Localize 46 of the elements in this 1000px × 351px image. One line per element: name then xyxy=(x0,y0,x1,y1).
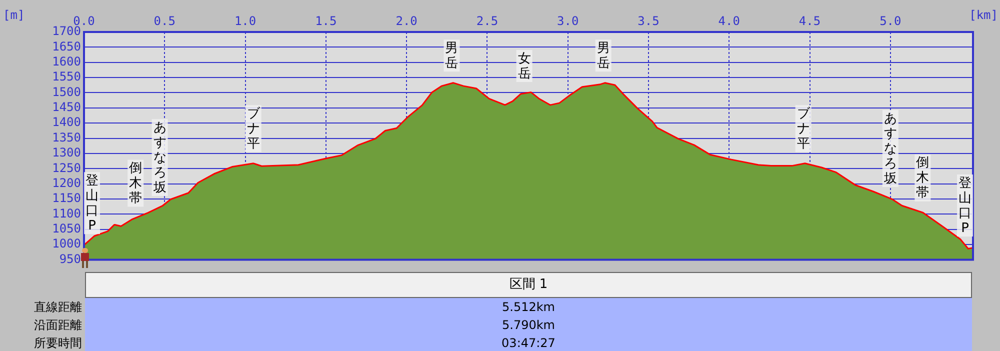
y-tick-label: 1100 xyxy=(52,206,81,220)
x-tick-label: 2.5 xyxy=(476,14,498,28)
y-tick-label: 1400 xyxy=(52,115,81,130)
annotation: 男岳 xyxy=(596,41,610,72)
annotation: あすなろ坂 xyxy=(152,120,166,196)
y-tick-label: 1700 xyxy=(52,24,81,38)
y-axis-title: [m] xyxy=(3,8,25,22)
annotation: あすなろ坂 xyxy=(882,111,897,186)
y-tick-label: 1200 xyxy=(52,176,81,190)
x-tick-label: 0.5 xyxy=(154,14,176,28)
annotation: ブナ平 xyxy=(796,106,811,152)
annotation: 倒木帯 xyxy=(916,156,930,201)
text: 5.512km xyxy=(85,298,972,316)
x-tick-label: 4.5 xyxy=(798,14,821,28)
x-tick-label: 2.0 xyxy=(396,14,418,28)
x-tick-label: 1.5 xyxy=(315,14,337,28)
annotation: 登山口P xyxy=(86,174,98,234)
text: 5.790km xyxy=(85,316,972,334)
x-tick-label: 3.5 xyxy=(638,14,660,28)
y-tick-label: 1300 xyxy=(52,146,81,160)
x-tick-label: 3.0 xyxy=(557,14,579,28)
text: 直線距離 xyxy=(33,299,82,316)
y-tick-label: 1150 xyxy=(52,191,81,206)
annotation: 男岳 xyxy=(445,41,458,72)
y-tick-label: 1550 xyxy=(52,70,81,84)
text: 沿面距離 xyxy=(33,317,82,334)
x-tick-label: 4.0 xyxy=(718,14,740,28)
y-tick-label: 1650 xyxy=(52,39,81,54)
y-tick-label: 1050 xyxy=(52,222,81,236)
annotation: ブナ平 xyxy=(246,106,261,152)
y-tick-label: 1250 xyxy=(52,160,81,175)
y-tick-label: 950 xyxy=(59,252,81,266)
text: 所要時間 xyxy=(33,335,82,351)
x-tick-label: 1.0 xyxy=(234,14,256,28)
y-tick-label: 1500 xyxy=(52,84,81,99)
annotation: 倒木帯 xyxy=(129,161,142,206)
annotation: 登山口P xyxy=(958,176,972,236)
y-tick-label: 1000 xyxy=(52,236,81,251)
x-tick-label: 5.0 xyxy=(880,14,902,28)
y-tick-label: 1450 xyxy=(52,100,81,114)
text: 03:47:27 xyxy=(85,334,972,351)
x-axis-title: [km] xyxy=(969,8,998,22)
text: 区間 1 xyxy=(85,272,972,298)
y-tick-label: 1600 xyxy=(52,54,81,68)
y-tick-label: 1350 xyxy=(52,130,81,144)
annotation: 女岳 xyxy=(518,51,531,82)
